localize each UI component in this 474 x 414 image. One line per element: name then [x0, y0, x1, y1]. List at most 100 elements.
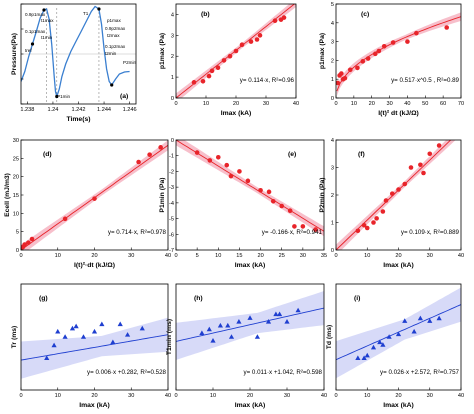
confidence-band [176, 291, 324, 360]
data-point [228, 173, 234, 179]
y-tick-label: 0 [331, 248, 334, 254]
data-point [380, 342, 386, 347]
annotation: 0.1p1max [25, 29, 46, 34]
data-point [414, 30, 419, 36]
plot-area [336, 140, 456, 250]
fit-equation: y= 0.109·x, R²=0.889 [401, 229, 460, 236]
annotation: t1max [41, 18, 54, 23]
x-tick-label: 30 [284, 393, 290, 399]
data-point [339, 71, 344, 76]
x-tick-label: 1.238 [20, 107, 34, 113]
y-tick-label: 5 [16, 230, 19, 236]
data-point [347, 67, 353, 73]
data-point [287, 208, 293, 214]
data-point [418, 162, 423, 168]
data-point [355, 65, 360, 71]
data-point [427, 318, 433, 323]
confidence-band [176, 140, 324, 237]
data-point [44, 355, 50, 360]
annotation: t1min [41, 35, 53, 40]
x-tick-label: 60 [440, 101, 446, 107]
data-point [361, 222, 367, 228]
data-point [436, 143, 442, 148]
y-tick-label: 3 [171, 33, 174, 39]
x-tick-label: 30 [128, 253, 134, 259]
data-point [257, 33, 263, 38]
data-point [355, 228, 361, 234]
data-point [227, 53, 233, 59]
x-axis-label: Imax (kA) [221, 110, 252, 117]
data-point [215, 65, 221, 71]
y-tick-label: 2 [331, 193, 334, 199]
data-point [228, 334, 235, 339]
data-point [62, 334, 68, 339]
plot-area [21, 5, 136, 104]
x-axis-label: Imax (kA) [235, 262, 266, 269]
x-tick-label: 30 [386, 101, 392, 107]
data-point [372, 51, 378, 57]
x-tick-label: 10 [364, 393, 370, 399]
data-point [69, 325, 76, 331]
x-tick-label: 40 [404, 101, 410, 107]
x-tick-label: 10 [351, 101, 357, 107]
data-point [209, 68, 215, 74]
x-tick-label: 40 [458, 393, 464, 399]
data-point [336, 80, 341, 86]
data-point [411, 328, 417, 334]
y-axis-label: T1min (ms) [166, 319, 173, 355]
data-point [277, 311, 283, 317]
panel-h: y= 0.011·x +1.042, R²=0.598 0 10 20 30 40 Imax… [166, 283, 327, 409]
y-tick-label: 20 [13, 175, 19, 181]
annotation: p1max [107, 18, 121, 23]
annotation: T1 [83, 11, 89, 16]
data-point [405, 39, 410, 44]
data-point [370, 344, 377, 350]
y-tick-label: 2 [331, 58, 334, 64]
data-point [139, 325, 145, 331]
y-axis-label: Pressure(Pa) [11, 33, 18, 75]
key-point [55, 94, 59, 99]
y-axis-label: P1min (Pa) [159, 177, 166, 212]
x-axis-label: I(t)² dt (kJ/Ω) [378, 110, 419, 117]
data-point [91, 328, 98, 334]
x-tick-label: 0 [334, 393, 337, 399]
data-point [389, 191, 395, 196]
data-point [215, 154, 221, 160]
annotation: t2min [105, 51, 117, 56]
data-point [210, 337, 216, 343]
annotation: 0.9p1max [25, 12, 46, 17]
annotation: 0.9p2max [105, 26, 126, 31]
y-axis-label: Td (ms) [326, 325, 333, 350]
fit-equation: y= 0.714·x, R²=0.978 [108, 229, 167, 236]
plot-area [21, 317, 168, 379]
x-tick-label: 40 [458, 253, 464, 259]
data-point [279, 203, 285, 209]
data-point [313, 227, 318, 232]
x-tick-label: 35 [321, 253, 327, 259]
panel-label: (i) [354, 295, 360, 302]
data-point [376, 48, 382, 54]
fit-equation: y= -0.166·x, R²=0.941 [262, 229, 323, 236]
data-point [237, 169, 242, 174]
fit-line [336, 16, 461, 92]
data-point [136, 159, 141, 165]
y-tick-label: 30 [13, 138, 19, 144]
data-point [417, 315, 423, 321]
data-point [383, 198, 389, 203]
data-point [390, 40, 396, 45]
x-axis-label: I(t)²·dt (kJ/Ω) [74, 262, 115, 269]
annotation: 0.1p2max [105, 44, 126, 49]
plot-area [336, 287, 461, 379]
data-point [364, 352, 370, 358]
y-tick-label: -4 [169, 201, 174, 207]
x-tick-label: 1.24 [47, 107, 58, 113]
data-point [80, 334, 87, 339]
x-tick-label: 10 [215, 253, 221, 259]
fit-equation: y= 0.006·x +0.282, R²=0.528 [87, 369, 167, 376]
data-point [284, 319, 290, 324]
y-axis-label: p1max (Pa) [319, 33, 326, 69]
y-tick-label: -2 [169, 169, 174, 175]
data-point [364, 225, 370, 231]
data-point [295, 307, 301, 313]
annotation: P1min [57, 94, 70, 99]
